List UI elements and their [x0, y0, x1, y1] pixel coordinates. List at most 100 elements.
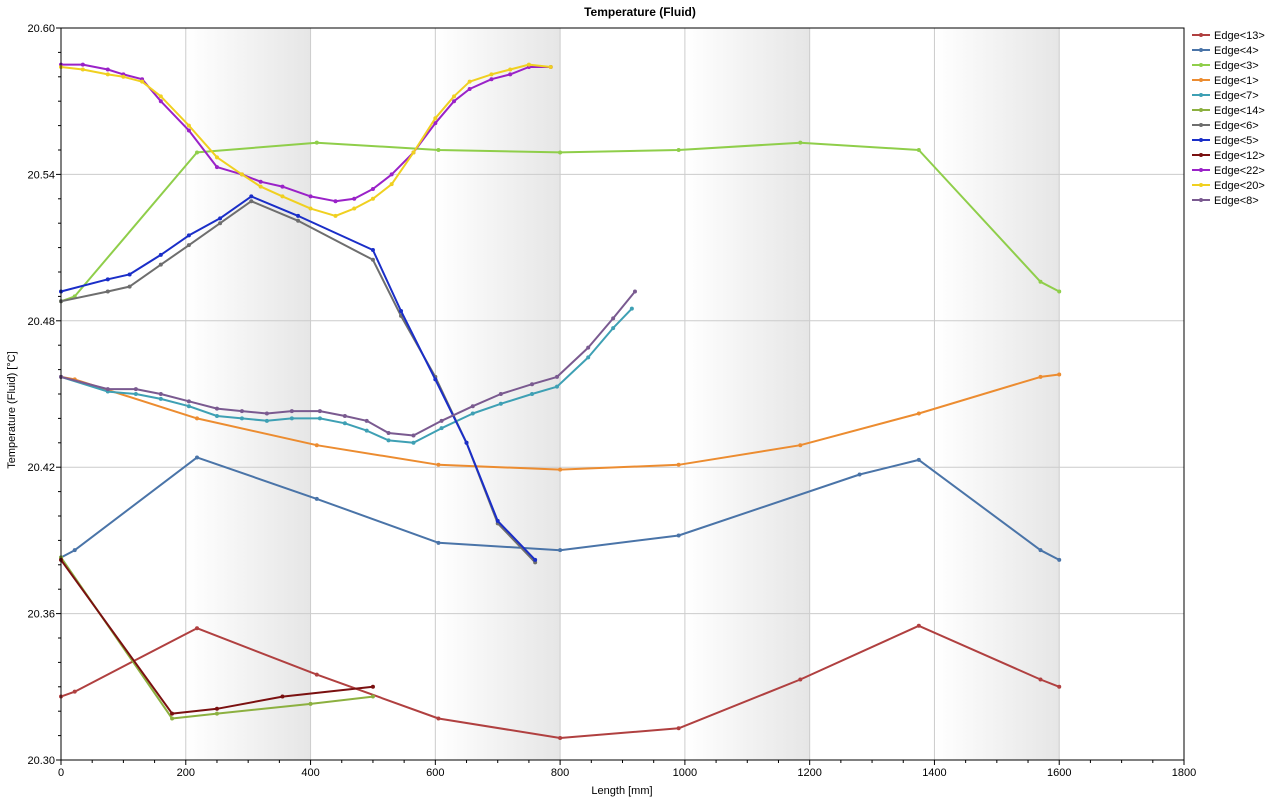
legend-label: Edge<22>: [1214, 165, 1265, 177]
data-point: [389, 182, 394, 187]
legend-label: Edge<12>: [1214, 150, 1265, 162]
data-point: [158, 252, 163, 257]
data-point: [186, 399, 191, 404]
x-tick-label: 400: [301, 767, 319, 779]
data-point: [370, 248, 375, 253]
data-point: [72, 689, 77, 694]
data-point: [676, 148, 681, 152]
x-tick-label: 600: [426, 767, 444, 779]
data-point: [80, 62, 85, 67]
data-point: [916, 411, 921, 416]
legend-marker: [1199, 198, 1203, 202]
data-point: [127, 284, 132, 289]
data-point: [370, 694, 375, 699]
legend-label: Edge<13>: [1214, 30, 1265, 42]
data-point: [436, 462, 441, 467]
data-point: [554, 384, 559, 389]
data-point: [314, 496, 319, 501]
data-point: [214, 413, 219, 418]
legend-item: Edge<3>: [1192, 60, 1259, 72]
data-point: [676, 462, 681, 467]
data-point: [317, 409, 322, 414]
data-point: [676, 726, 681, 731]
data-point: [530, 392, 535, 396]
data-point: [489, 77, 494, 82]
series-edge20: [59, 62, 553, 218]
data-point: [433, 121, 438, 126]
data-point: [186, 243, 191, 248]
data-point: [364, 418, 369, 423]
data-point: [439, 426, 444, 431]
series-line: [61, 63, 551, 203]
data-point: [533, 557, 538, 562]
data-point: [105, 67, 110, 72]
legend-marker: [1199, 78, 1203, 82]
data-point: [632, 289, 637, 294]
data-point: [289, 416, 294, 421]
data-point: [364, 428, 369, 433]
legend-item: Edge<13>: [1192, 30, 1265, 42]
data-point: [467, 87, 472, 91]
data-point: [526, 62, 531, 67]
data-point: [186, 404, 191, 409]
data-point: [916, 623, 921, 628]
x-tick-label: 1400: [922, 767, 946, 779]
data-point: [239, 416, 244, 421]
data-point: [296, 218, 301, 223]
data-point: [195, 416, 200, 421]
data-point: [80, 67, 85, 72]
data-point: [308, 206, 313, 211]
legend-item: Edge<5>: [1192, 135, 1259, 147]
data-point: [1038, 279, 1043, 284]
data-point: [558, 548, 563, 553]
data-point: [105, 289, 110, 294]
background-band: [435, 28, 561, 760]
legend-item: Edge<20>: [1192, 180, 1265, 192]
x-tick-label: 1600: [1047, 767, 1071, 779]
data-point: [296, 213, 301, 218]
data-point: [133, 387, 138, 392]
data-point: [158, 99, 163, 104]
data-point: [439, 418, 444, 423]
data-point: [333, 213, 338, 218]
data-point: [436, 716, 441, 721]
data-point: [548, 65, 553, 70]
data-point: [289, 409, 294, 414]
data-point: [586, 355, 591, 360]
data-point: [436, 540, 441, 545]
legend-marker: [1199, 33, 1203, 37]
legend-label: Edge<4>: [1214, 45, 1259, 57]
data-point: [1038, 374, 1043, 379]
data-point: [386, 438, 391, 443]
y-tick-label: 20.36: [27, 609, 55, 621]
series-edge8: [59, 289, 637, 438]
data-point: [489, 72, 494, 77]
data-point: [370, 684, 375, 689]
legend-marker: [1199, 138, 1203, 142]
data-point: [586, 345, 591, 350]
data-point: [433, 116, 438, 121]
data-point: [214, 711, 219, 716]
legend-item: Edge<7>: [1192, 90, 1259, 102]
data-point: [916, 148, 921, 152]
data-point: [280, 184, 285, 189]
data-point: [158, 262, 163, 267]
y-axis: 20.30 20.36 20.42 20.48 20.54 20.60: [27, 23, 61, 767]
x-tick-label: 1000: [673, 767, 697, 779]
data-point: [530, 382, 535, 387]
data-point: [676, 533, 681, 538]
data-point: [239, 172, 244, 177]
data-point: [452, 99, 457, 104]
data-point: [436, 148, 441, 152]
data-point: [314, 672, 319, 677]
data-point: [798, 140, 803, 145]
series-edge5: [59, 194, 538, 562]
data-point: [186, 128, 191, 133]
data-point: [314, 140, 319, 145]
data-point: [280, 194, 285, 199]
data-point: [158, 94, 163, 99]
legend-item: Edge<22>: [1192, 165, 1265, 177]
plot-background: [61, 28, 1184, 760]
y-tick-label: 20.30: [27, 755, 55, 767]
